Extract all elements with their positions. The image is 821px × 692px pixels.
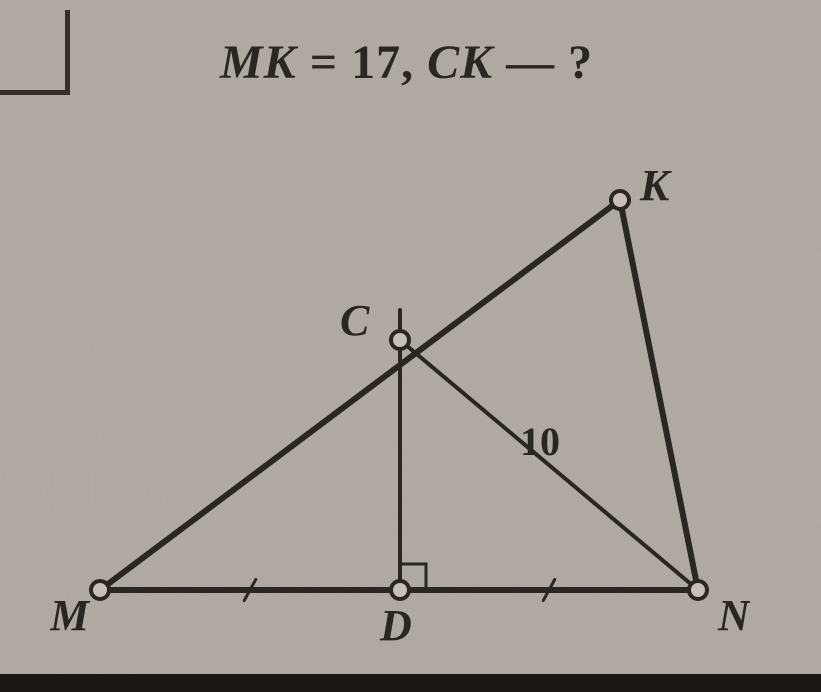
vertex-D <box>391 581 409 599</box>
vertex-K <box>611 191 629 209</box>
edge-label-0: 10 <box>520 419 560 464</box>
bottom-shadow-strip <box>0 674 821 692</box>
label-C: C <box>340 296 370 345</box>
edge-M-K <box>100 200 620 590</box>
equals-sign: = <box>297 36 351 89</box>
geometry-diagram: M D N C K 10 <box>50 120 750 680</box>
question-mark: ? <box>568 36 593 89</box>
corner-bracket <box>0 10 70 95</box>
value-17: 17 <box>351 36 401 89</box>
dash: — <box>493 36 568 89</box>
vertex-N <box>689 581 707 599</box>
problem-formula: MK = 17, CK — ? <box>220 35 593 90</box>
vertex-C <box>391 331 409 349</box>
var-ck: CK <box>427 36 493 89</box>
var-mk: MK <box>220 36 297 89</box>
diagram-svg: M D N C K 10 <box>50 120 750 680</box>
label-D: D <box>379 601 412 650</box>
vertex-M <box>91 581 109 599</box>
label-K: K <box>639 161 672 210</box>
edge-N-K <box>620 200 698 590</box>
label-N: N <box>717 591 750 640</box>
edges <box>100 200 698 590</box>
label-M: M <box>50 591 91 640</box>
separator: , <box>401 36 427 89</box>
